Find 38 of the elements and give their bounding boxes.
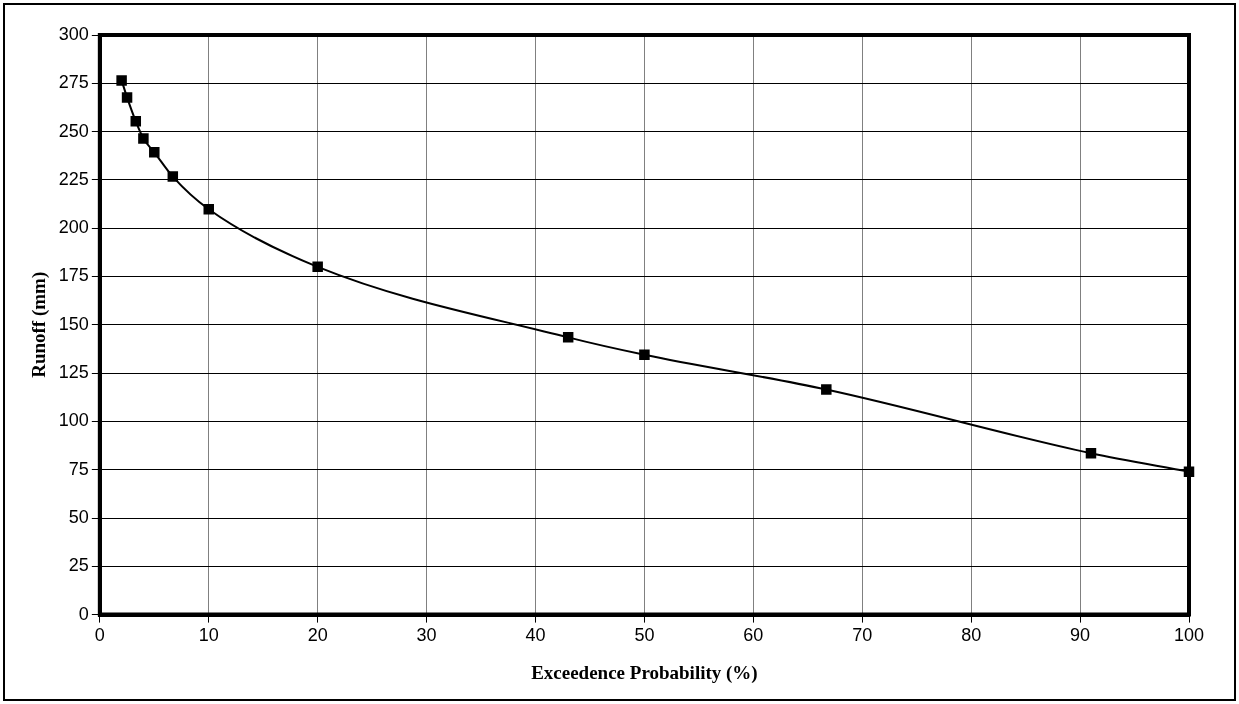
- point: [821, 384, 832, 395]
- y-tick-label: 225: [58, 168, 89, 189]
- x-tick-label: 80: [961, 625, 982, 646]
- point: [203, 204, 214, 215]
- y-tick-label: 100: [58, 410, 89, 431]
- x-tick-label: 90: [1070, 625, 1091, 646]
- y-tick-label: 300: [58, 23, 89, 44]
- y-axis-title: Runoff (mm): [28, 271, 51, 378]
- y-tick-label: 0: [78, 603, 89, 624]
- point: [312, 261, 323, 273]
- y-tick-label: 200: [58, 217, 89, 238]
- point: [149, 147, 160, 158]
- x-tick-label: 50: [634, 625, 655, 646]
- x-tick-label: 0: [94, 625, 105, 646]
- x-tick-label: 40: [525, 625, 546, 646]
- x-tick-label: 10: [198, 625, 219, 646]
- y-tick-label: 125: [58, 362, 89, 383]
- x-axis-title: Exceedence Probability (%): [531, 661, 758, 684]
- y-tick-label: 50: [68, 506, 89, 527]
- point: [1085, 448, 1097, 459]
- point: [562, 332, 574, 343]
- x-tick-label: 100: [1173, 625, 1205, 646]
- point: [116, 75, 127, 86]
- point: [167, 171, 179, 182]
- y-tick-label: 25: [68, 555, 89, 576]
- point: [639, 349, 650, 360]
- y-tick-label: 150: [58, 313, 89, 334]
- y-tick-label: 175: [58, 265, 89, 286]
- point: [121, 92, 133, 103]
- y-tick-label: 275: [58, 72, 89, 93]
- point: [138, 133, 149, 144]
- x-tick-label: 60: [743, 625, 764, 646]
- y-tick-label: 250: [58, 120, 89, 141]
- y-tick-label: 75: [68, 458, 89, 479]
- point: [130, 116, 142, 127]
- x-tick-label: 20: [307, 625, 328, 646]
- x-tick-label: 30: [416, 625, 437, 646]
- x-tick-label: 70: [852, 625, 873, 646]
